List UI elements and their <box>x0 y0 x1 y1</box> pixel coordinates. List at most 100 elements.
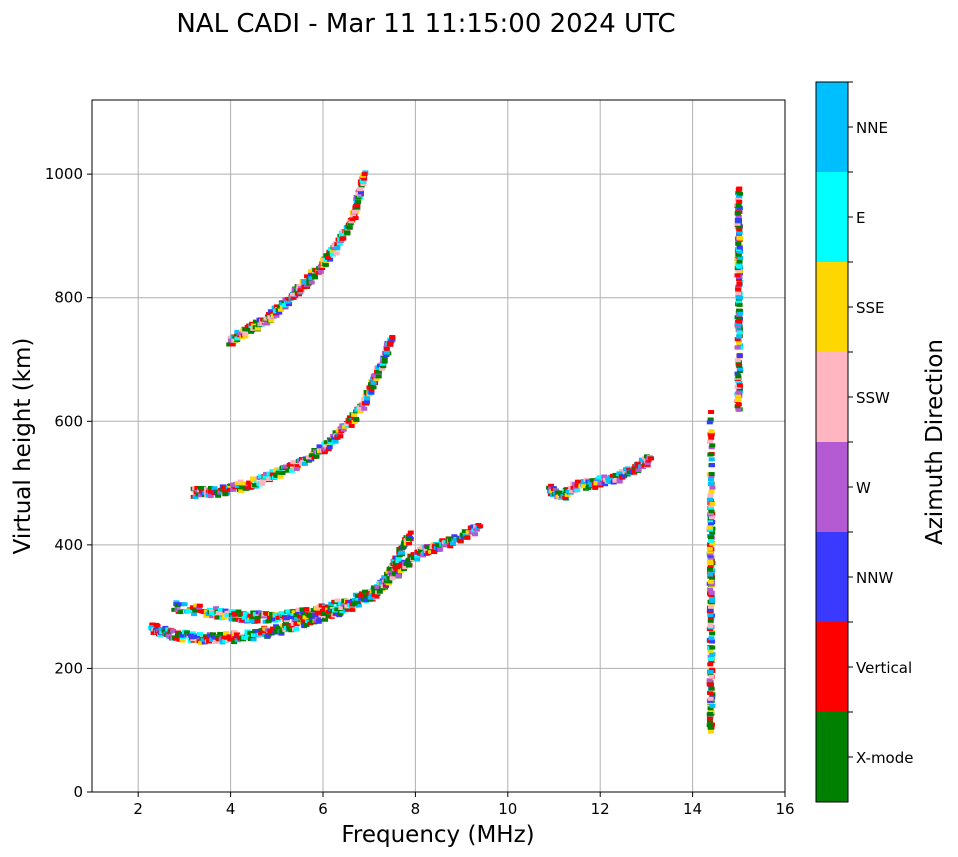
echo-mark <box>198 489 205 494</box>
echo-mark <box>209 637 216 642</box>
echo-mark <box>228 617 235 622</box>
echo-mark <box>339 608 346 613</box>
echo-mark <box>322 447 329 452</box>
echo-mark <box>279 470 286 475</box>
echo-mark <box>401 567 408 572</box>
echo-mark <box>288 468 295 473</box>
echo-mark <box>273 473 280 478</box>
echo-mark <box>356 187 363 192</box>
echo-mark <box>362 589 369 594</box>
echo-mark <box>396 572 403 577</box>
echo-mark <box>337 434 344 439</box>
echo-mark <box>234 484 241 489</box>
echo-mark <box>734 211 741 216</box>
echo-mark <box>291 292 298 297</box>
echo-mark <box>170 628 177 633</box>
echo-mark <box>178 610 185 615</box>
echo-mark <box>199 486 206 491</box>
echo-mark <box>206 639 213 644</box>
echo-mark <box>189 631 196 636</box>
echo-mark <box>734 371 741 376</box>
echo-mark <box>224 613 231 618</box>
echo-mark <box>709 639 716 644</box>
echo-mark <box>395 556 402 561</box>
echo-mark <box>318 603 325 608</box>
echo-mark <box>707 648 714 653</box>
echo-mark <box>293 612 300 617</box>
echo-mark <box>379 366 386 371</box>
echo-mark <box>707 506 714 511</box>
echo-mark <box>308 269 315 274</box>
echo-mark <box>301 612 308 617</box>
echo-mark <box>232 636 239 641</box>
echo-mark <box>736 308 743 313</box>
echo-mark <box>362 598 369 603</box>
echo-mark <box>278 629 285 634</box>
echo-mark <box>272 617 279 622</box>
echo-mark <box>706 525 713 530</box>
echo-mark <box>353 599 360 604</box>
x-tick-label: 14 <box>683 800 702 818</box>
echo-mark <box>317 269 324 274</box>
echo-mark <box>648 456 655 461</box>
echo-mark <box>243 635 250 640</box>
echo-mark <box>325 609 332 614</box>
plot-area: 2 4 6 8 10 12 14 16 0 200 400 600 800 1000 <box>45 99 795 818</box>
echo-mark <box>280 612 287 617</box>
echo-mark <box>287 615 294 620</box>
echo-mark <box>709 501 716 506</box>
y-tick-label: 800 <box>54 289 83 307</box>
echo-mark <box>179 638 186 643</box>
echo-mark <box>473 527 480 532</box>
echo-mark <box>171 607 178 612</box>
echo-mark <box>708 709 715 714</box>
echo-mark <box>453 537 460 542</box>
echo-mark <box>735 287 742 292</box>
echo-mark <box>398 550 405 555</box>
echo-mark <box>328 440 335 445</box>
echo-mark <box>218 611 225 616</box>
echo-mark <box>285 468 292 473</box>
echo-mark <box>736 277 743 282</box>
echo-mark <box>736 302 743 307</box>
echo-mark <box>707 680 714 685</box>
echo-mark <box>293 626 300 631</box>
colorbar-segment <box>816 622 848 712</box>
echo-mark <box>264 634 271 639</box>
echo-mark <box>174 608 181 613</box>
echo-mark <box>269 311 276 316</box>
echo-mark <box>284 299 291 304</box>
echo-mark <box>472 532 479 537</box>
echo-mark <box>708 410 715 415</box>
echo-mark <box>734 273 741 278</box>
echo-mark <box>707 725 714 730</box>
echo-mark <box>345 419 352 424</box>
colorbar-segment <box>816 352 848 442</box>
echo-mark <box>213 606 220 611</box>
echo-mark <box>707 579 714 584</box>
echo-mark <box>325 447 332 452</box>
echo-mark <box>450 541 457 546</box>
echo-mark <box>242 332 249 337</box>
echo-mark <box>298 457 305 462</box>
echo-mark <box>346 225 353 230</box>
echo-mark <box>707 439 714 444</box>
echo-mark <box>359 179 366 184</box>
echo-mark <box>706 420 713 425</box>
echo-mark <box>211 635 218 640</box>
echo-mark <box>709 463 716 468</box>
echo-mark <box>735 340 742 345</box>
echo-mark <box>736 245 743 250</box>
echo-mark <box>343 422 350 427</box>
echo-mark <box>259 481 266 486</box>
x-tick-label: 12 <box>591 800 610 818</box>
colorbar-segment <box>816 712 848 802</box>
echo-mark <box>262 474 269 479</box>
echo-mark <box>249 616 256 621</box>
echo-mark <box>574 487 581 492</box>
colorbar-label: Azimuth Direction <box>922 339 948 545</box>
echo-mark <box>308 457 315 462</box>
echo-mark <box>149 625 156 630</box>
colorbar-segment <box>816 532 848 622</box>
echo-mark <box>616 477 623 482</box>
